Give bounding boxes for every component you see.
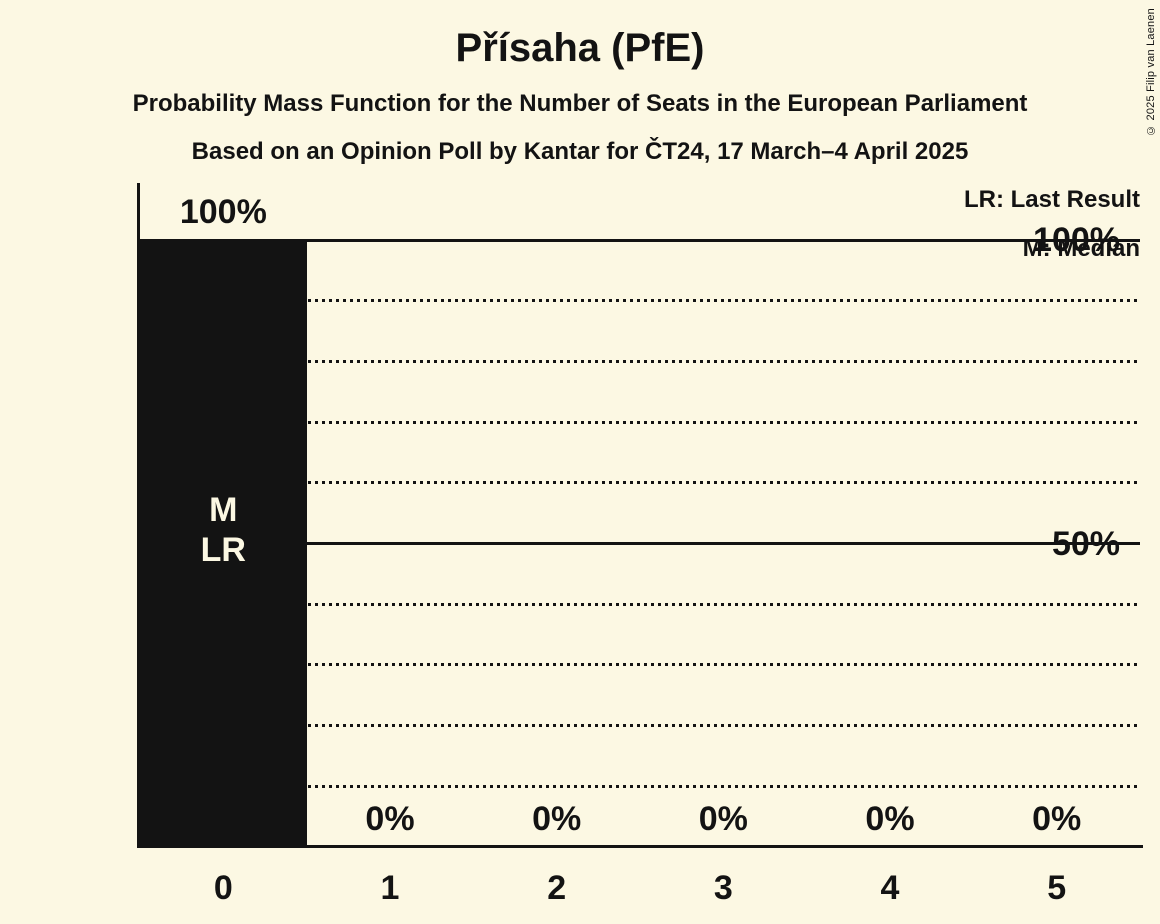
bar-value-label-5: 0% [1032, 800, 1082, 838]
page-title: Přísaha (PfE) [455, 26, 705, 70]
bar-value-label-1: 0% [365, 800, 415, 838]
gridline-dotted-20 [140, 724, 1140, 728]
y-tick-label-50: 50% [1051, 524, 1120, 563]
bar-value-label-4: 0% [865, 800, 915, 838]
chart-subtitle: Probability Mass Function for the Number… [132, 90, 1028, 117]
bar-value-label-0: 100% [179, 193, 267, 231]
x-tick-label-0: 0 [213, 869, 233, 907]
bar-annotation-line-lr: LR [200, 530, 246, 569]
gridline-dotted-80 [140, 359, 1140, 363]
bar-value-label-2: 0% [532, 800, 582, 838]
x-axis-line [137, 845, 1143, 848]
gridline-dotted-60 [140, 481, 1140, 485]
x-tick-label-1: 1 [380, 869, 400, 907]
gridline-dotted-30 [140, 663, 1140, 667]
y-axis-line [137, 183, 140, 848]
x-tick-label-5: 5 [1047, 869, 1067, 907]
x-tick-label-2: 2 [547, 869, 567, 907]
gridline-dotted-90 [140, 299, 1140, 303]
bar-0 [140, 240, 307, 847]
y-tick-label-100: 100% [1033, 221, 1120, 259]
x-tick-label-4: 4 [880, 869, 900, 907]
legend-median: M: Median [1022, 235, 1140, 262]
x-tick-label-3: 3 [713, 869, 733, 907]
gridline-dotted-10 [140, 784, 1140, 788]
chart-poll-info: Based on an Opinion Poll by Kantar for Č… [191, 138, 969, 165]
gridline-solid-100 [140, 238, 1140, 242]
bar-annotation-line-m: M [209, 490, 238, 529]
gridline-dotted-40 [140, 602, 1140, 606]
gridline-dotted-70 [140, 420, 1140, 424]
bar-value-label-3: 0% [698, 800, 748, 838]
legend-last-result: LR: Last Result [963, 186, 1140, 213]
bar-annotation-0: M LR [140, 490, 307, 570]
gridline-solid-50 [140, 542, 1140, 545]
copyright-notice: © 2025 Filip van Laenen [1145, 8, 1157, 136]
